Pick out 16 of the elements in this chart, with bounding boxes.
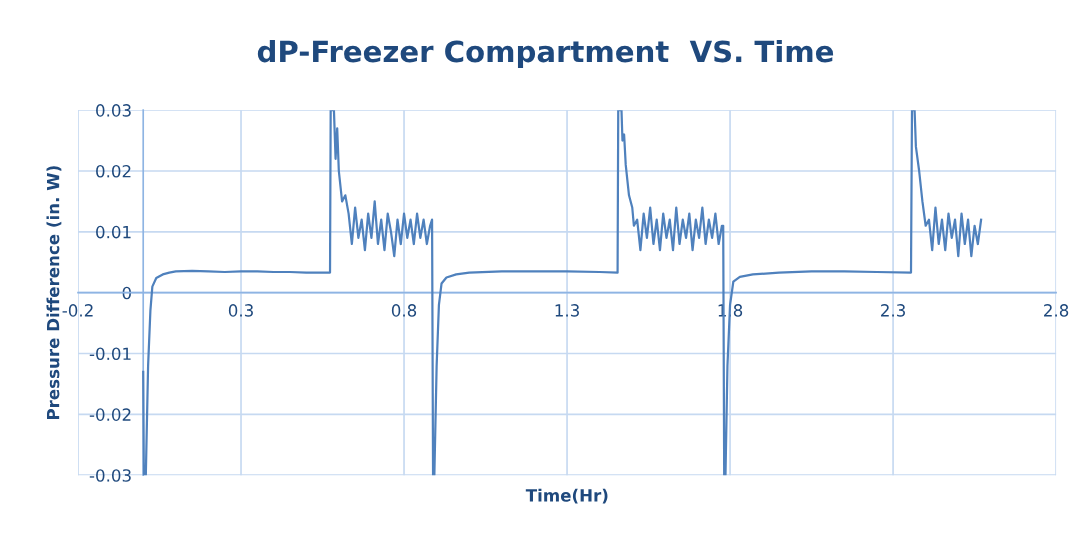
line-series [142,110,983,476]
x-tick-label: 0.8 [391,304,417,317]
x-tick-label: 2.3 [881,304,905,317]
x-tick-label: 1.3 [555,304,579,317]
x-tick-label: 0.3 [228,304,253,317]
y-tick-label: 0.01 [96,225,131,239]
y-axis-title: Pressure Difference (in. W) [46,166,62,420]
y-tick-label: -0.03 [89,469,131,482]
y-tick-label: 0.02 [96,164,131,178]
x-axis-title: Time(Hr) [525,488,608,504]
x-tick-label: 2.8 [1044,304,1069,317]
y-tick-label: -0.02 [89,408,131,421]
y-tick-label: 0.03 [96,104,131,117]
chart-title: dP-Freezer Compartment VS. Time [257,39,834,69]
y-tick-label: -0.01 [89,347,131,361]
x-tick-label: -0.2 [62,304,93,317]
